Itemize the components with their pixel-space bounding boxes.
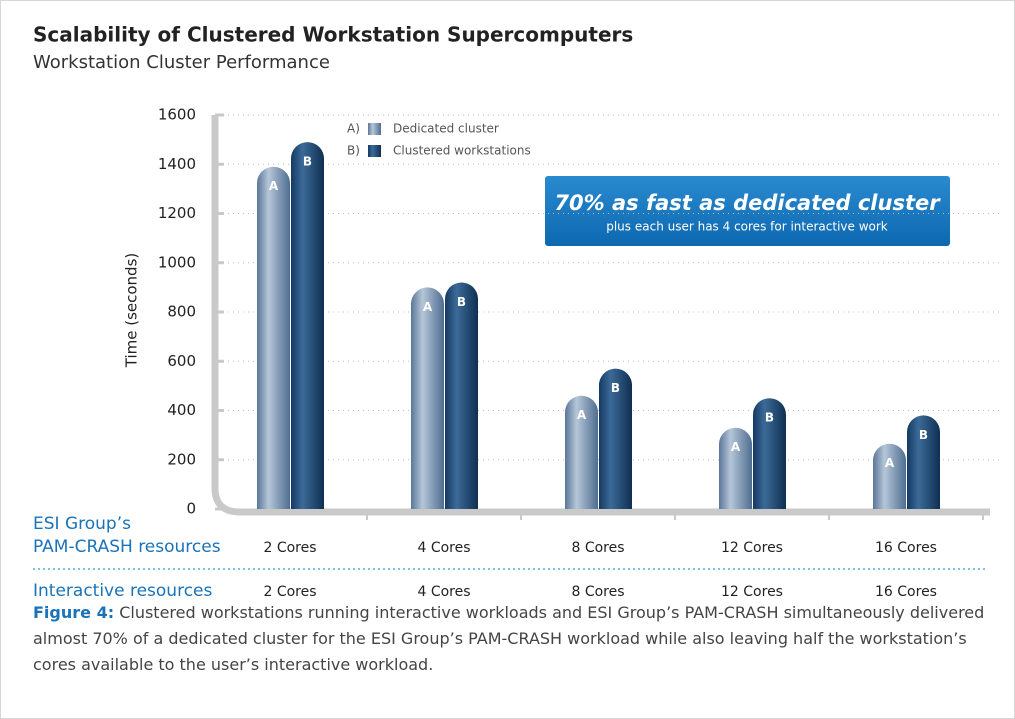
x-tick-label: 4 Cores [417,540,470,556]
y-tick-label: 1600 [158,106,196,124]
y-axis-label: Time (seconds) [123,253,141,369]
x-tick-label: 2 Cores [263,584,316,600]
row-label: Interactive resources [33,581,213,601]
bar-label: A [269,179,279,193]
bar-label: A [577,408,587,422]
bar [445,282,478,509]
bar [719,427,752,509]
x-tick-label: 8 Cores [571,584,624,600]
chart-subtitle: Workstation Cluster Performance [33,52,330,73]
bar-label: B [611,381,620,395]
bar-label: A [731,440,741,454]
bar [599,368,632,509]
bar-label: B [919,428,928,442]
legend-swatch [368,123,381,135]
bar-label: A [423,300,433,314]
caption: Figure 4: Clustered workstations running… [33,600,993,678]
bar-label: B [457,295,466,309]
callout-box [545,176,950,246]
x-tick-label: 16 Cores [875,540,937,556]
x-tick-label: 4 Cores [417,584,470,600]
bar [907,415,940,509]
axis [211,115,990,516]
y-tick-label: 800 [167,303,196,321]
bar [291,142,324,509]
legend-key: B) [347,144,360,158]
bar [411,287,444,509]
legend-label: Clustered workstations [393,144,531,158]
y-tick-label: 600 [167,352,196,370]
row-label: PAM-CRASH resources [33,537,221,557]
bar-label: B [765,411,774,425]
y-tick-label: 1400 [158,155,196,173]
bar-label: B [303,155,312,169]
y-tick-label: 400 [167,401,196,419]
legend-swatch [368,145,381,157]
caption-label: Figure 4: [33,603,115,622]
legend-label: Dedicated cluster [393,122,499,136]
row-label: ESI Group’s [33,514,131,534]
bar [257,166,290,509]
bar [753,398,786,509]
chart-title: Scalability of Clustered Workstation Sup… [33,23,633,47]
x-tick-label: 2 Cores [263,540,316,556]
y-tick-label: 1000 [158,253,196,271]
legend-key: A) [347,122,360,136]
y-tick-label: 0 [186,500,196,518]
x-tick-label: 8 Cores [571,540,624,556]
bar-label: A [885,456,895,470]
bar [565,395,598,509]
y-tick-label: 200 [167,450,196,468]
callout-title: 70% as fast as dedicated cluster [554,191,941,215]
bar [873,443,906,509]
x-tick-label: 16 Cores [875,584,937,600]
y-tick-label: 1200 [158,204,196,222]
x-tick-label: 12 Cores [721,540,783,556]
callout-text: plus each user has 4 cores for interacti… [606,220,888,234]
caption-text: Clustered workstations running interacti… [33,603,985,674]
x-tick-label: 12 Cores [721,584,783,600]
